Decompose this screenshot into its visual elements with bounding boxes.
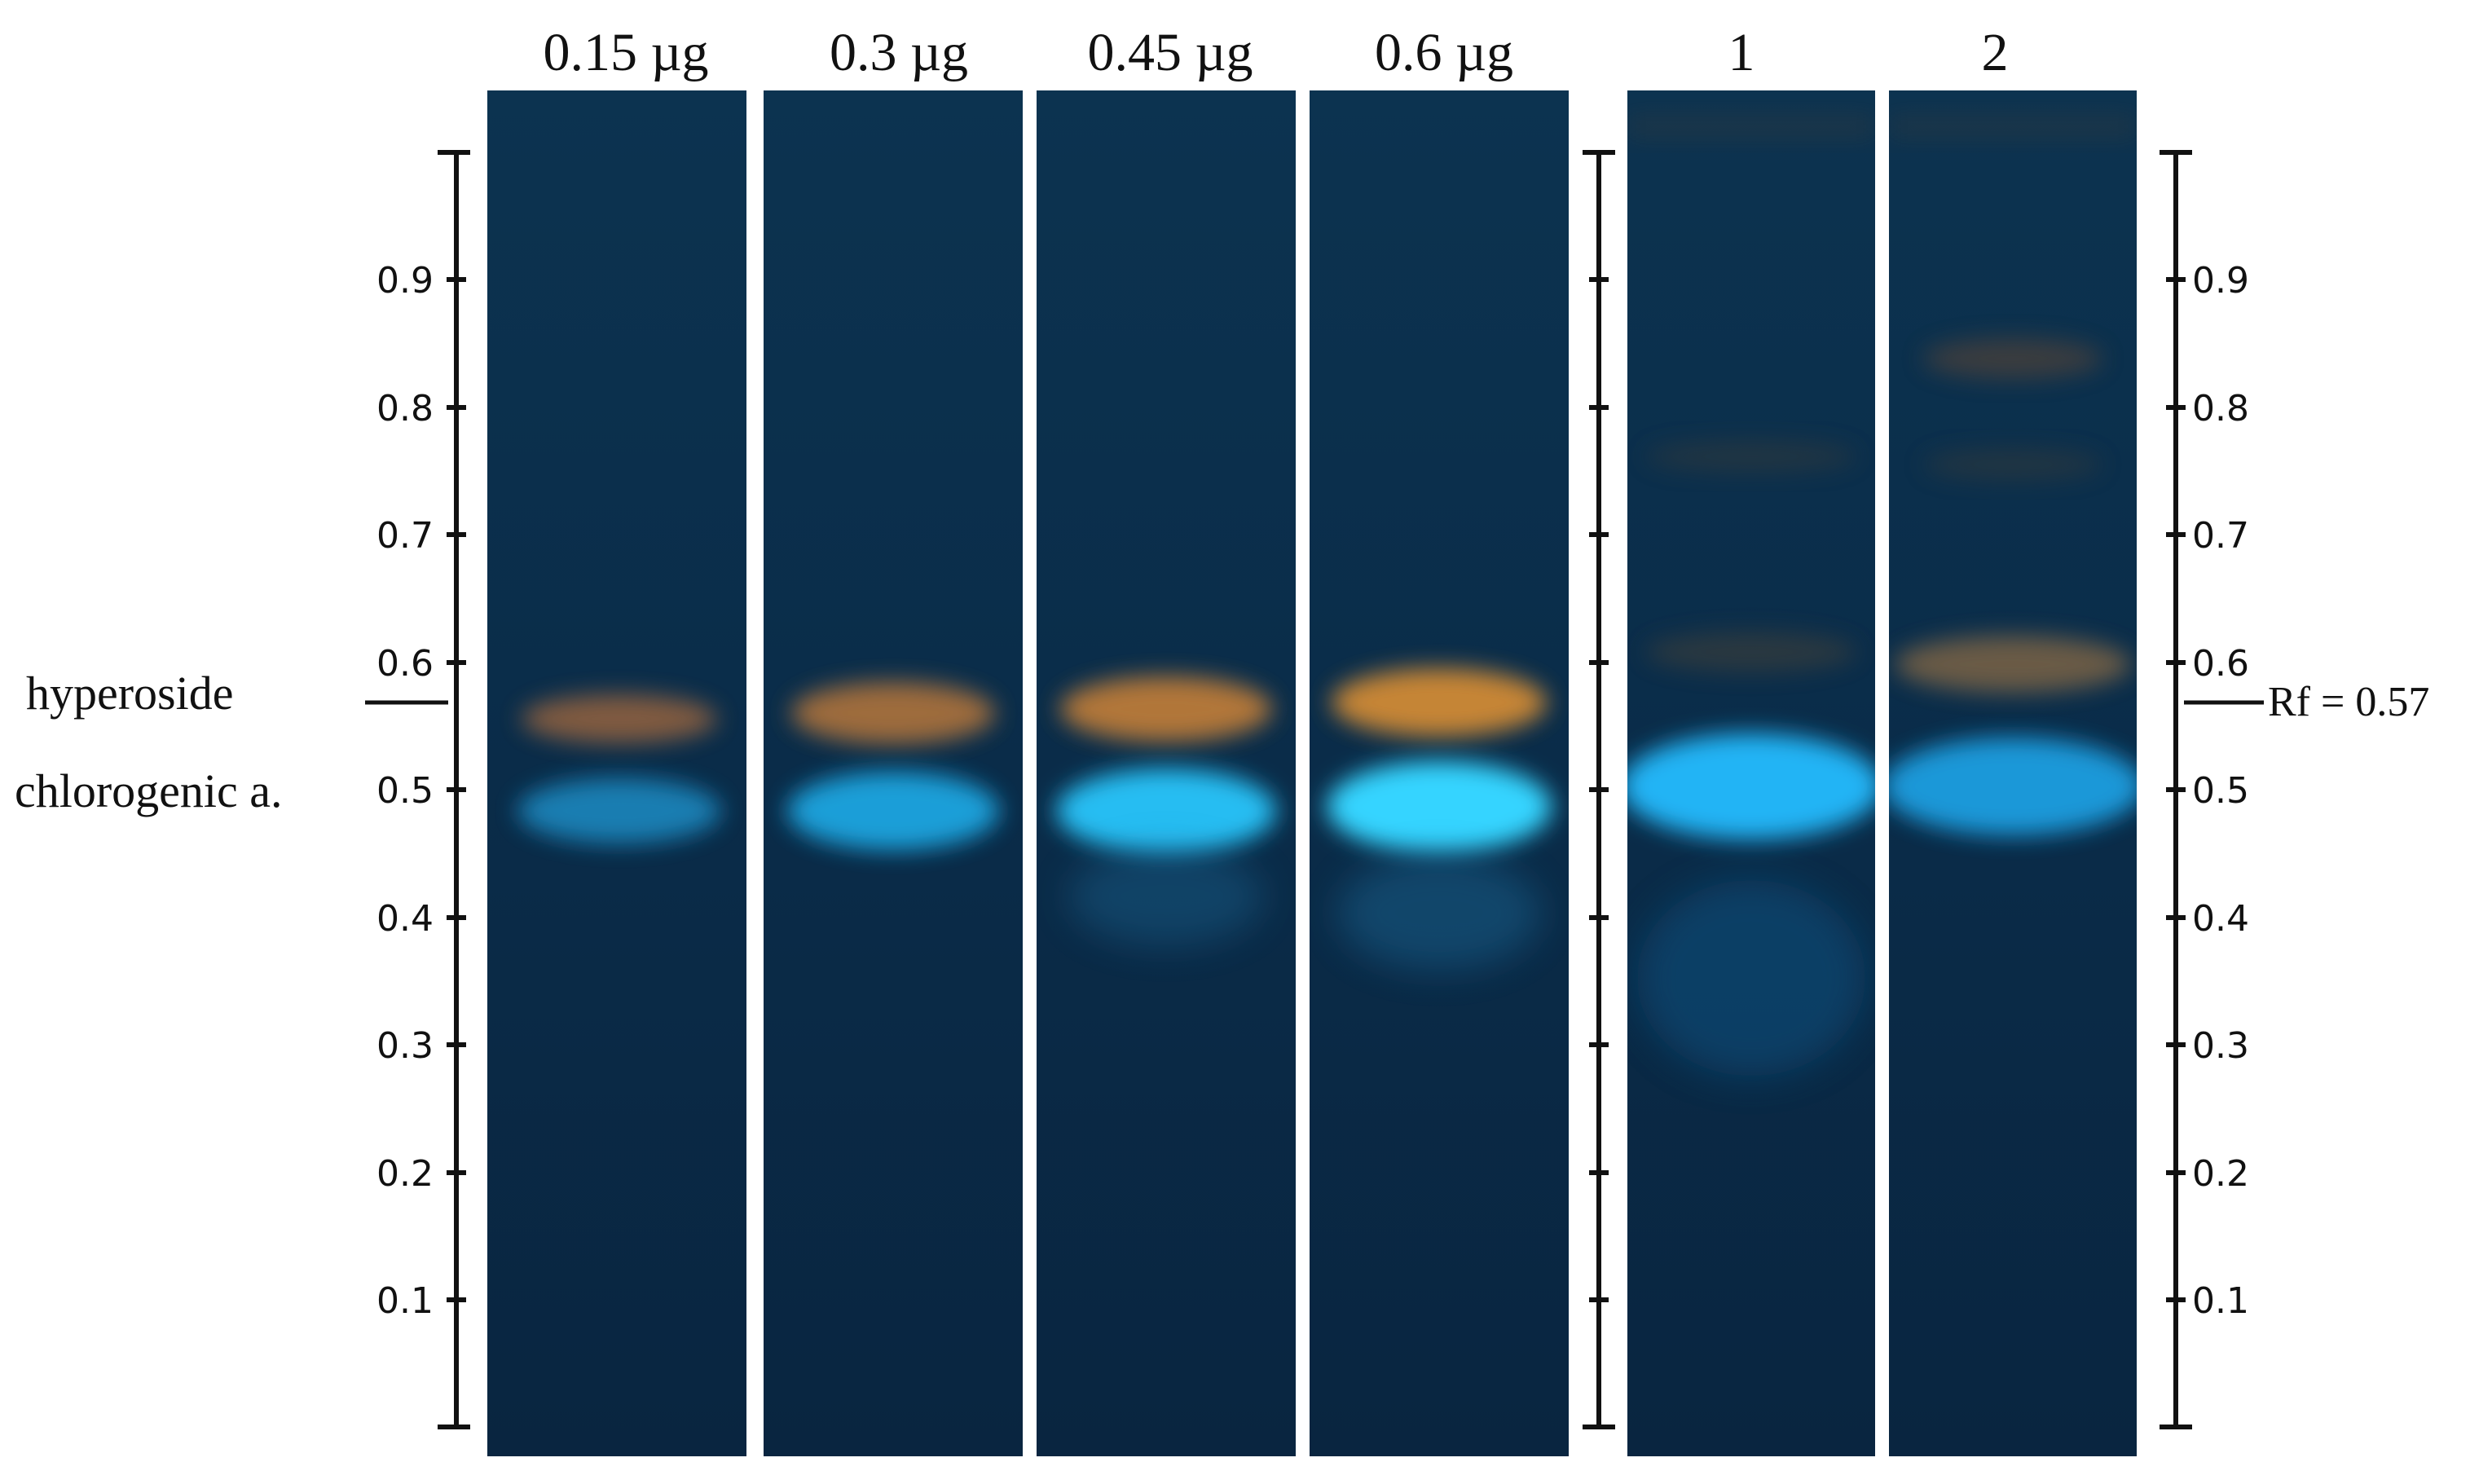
chlorogenic-band xyxy=(1056,768,1276,853)
tick-label: 0.7 xyxy=(2192,515,2249,557)
tlc-lane-standard-1 xyxy=(487,90,746,1456)
tick-label: 0.7 xyxy=(376,515,434,557)
lane-label: 2 xyxy=(1982,23,2009,82)
tick-label: 0.3 xyxy=(376,1025,434,1067)
chlorogenic-band xyxy=(1327,761,1552,852)
tlc-lane-sample-1 xyxy=(1627,90,1875,1456)
tick-label: 0.9 xyxy=(2192,260,2249,302)
tick-label: 0.4 xyxy=(2192,898,2249,940)
hyperoside-band xyxy=(1332,668,1547,737)
tick-label: 0.3 xyxy=(2192,1025,2249,1067)
hyperoside-label: hyperoside xyxy=(26,667,234,720)
hyperoside-band xyxy=(522,694,717,743)
sample-orange-band xyxy=(1895,636,2131,693)
lane-label: 0.6 µg xyxy=(1375,23,1513,82)
tick-label: 0.2 xyxy=(376,1153,434,1195)
sample-blue-band xyxy=(1889,738,2137,835)
tlc-lane-standard-2 xyxy=(764,90,1023,1456)
rf-scale-left-labels: 0.1 0.2 0.3 0.4 0.5 0.6 0.7 0.8 0.9 xyxy=(376,260,434,1322)
tick-label: 0.4 xyxy=(376,898,434,940)
tick-label: 0.1 xyxy=(2192,1280,2249,1322)
rf-annotation: Rf = 0.57 xyxy=(2268,679,2429,725)
chlorogenic-band xyxy=(787,772,999,850)
lane-label: 1 xyxy=(1728,23,1755,82)
rf-scale-right-labels: 0.1 0.2 0.3 0.4 0.5 0.6 0.7 0.8 0.9 xyxy=(2192,260,2249,1322)
tlc-lane-sample-2 xyxy=(1889,90,2137,1456)
tick-label: 0.2 xyxy=(2192,1153,2249,1195)
tick-label: 0.5 xyxy=(2192,770,2249,812)
tick-label: 0.8 xyxy=(2192,388,2249,429)
rf-scale-right xyxy=(2160,150,2192,1429)
sample-blue-band xyxy=(1627,733,1875,839)
chlorogenic-band xyxy=(517,778,721,843)
hyperoside-band xyxy=(791,682,995,744)
chlorogenic-label: chlorogenic a. xyxy=(15,764,283,817)
rf-scale-left xyxy=(438,150,470,1429)
lane-label: 0.15 µg xyxy=(543,23,708,82)
tick-label: 0.9 xyxy=(376,260,434,302)
tick-label: 0.6 xyxy=(2192,643,2249,685)
rf-scale-middle xyxy=(1583,150,1615,1429)
lane-label: 0.45 µg xyxy=(1087,23,1253,82)
tick-label: 0.6 xyxy=(376,643,434,685)
tlc-lane-standard-3 xyxy=(1037,90,1296,1456)
tlc-lane-standard-4 xyxy=(1310,90,1569,1456)
tick-label: 0.5 xyxy=(376,770,434,812)
tick-label: 0.8 xyxy=(376,388,434,429)
hyperoside-band xyxy=(1060,676,1272,742)
lane-label: 0.3 µg xyxy=(830,23,968,82)
tick-label: 0.1 xyxy=(376,1280,434,1322)
